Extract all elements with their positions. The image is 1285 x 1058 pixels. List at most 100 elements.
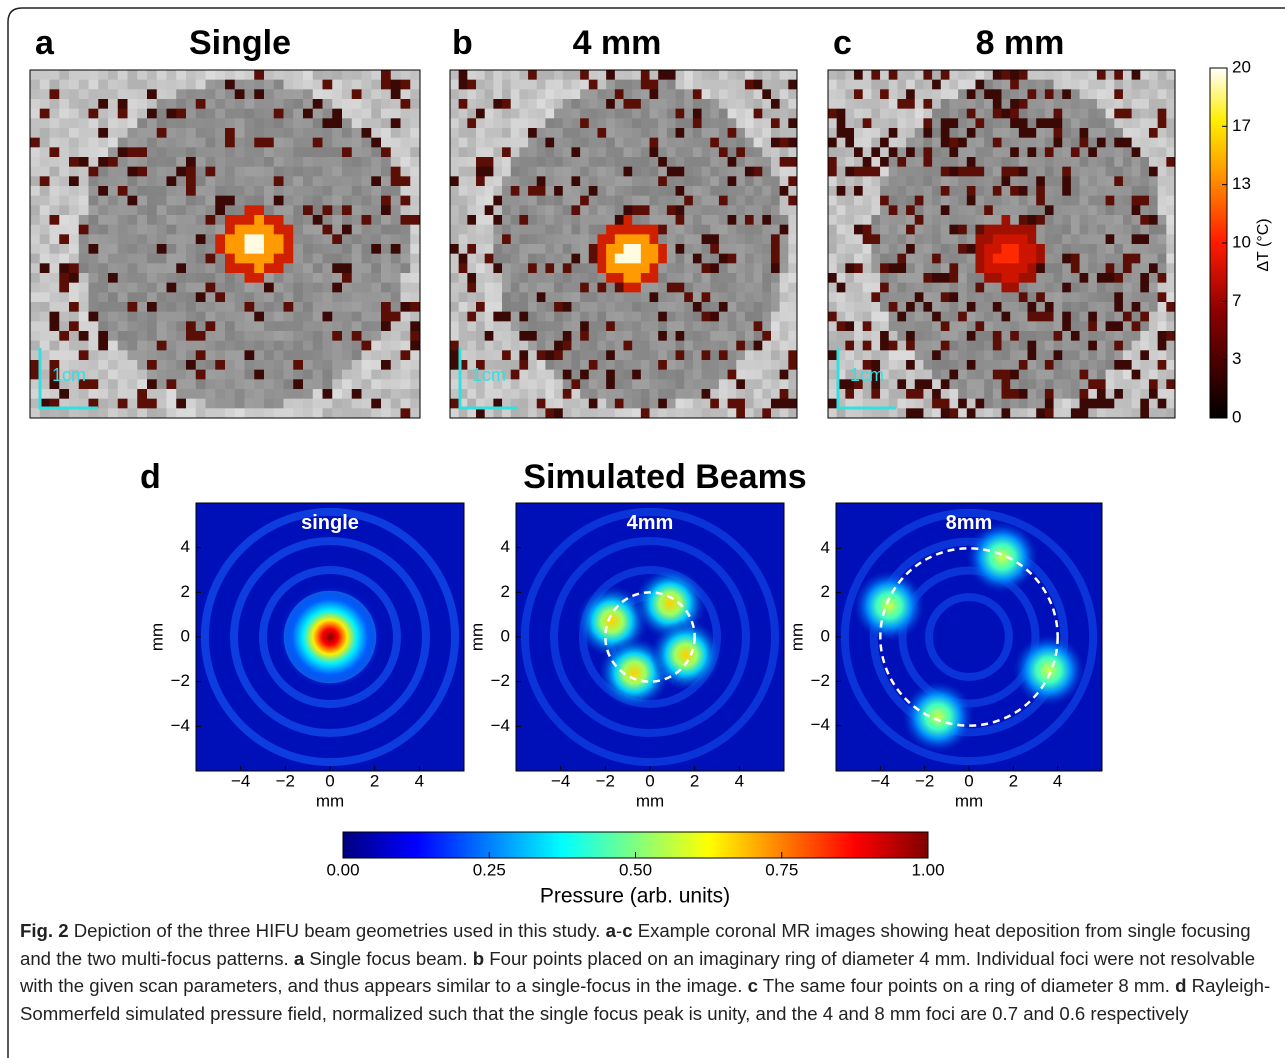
pixel bbox=[880, 389, 889, 399]
pixel bbox=[485, 389, 494, 399]
pixel bbox=[880, 176, 889, 186]
pixel bbox=[889, 99, 898, 109]
pixel bbox=[932, 99, 941, 109]
pixel bbox=[1002, 109, 1011, 119]
pixel bbox=[1036, 138, 1045, 148]
pixel bbox=[684, 370, 693, 380]
pixel bbox=[502, 89, 511, 99]
pixel bbox=[632, 302, 641, 312]
pixel bbox=[845, 186, 854, 196]
pixel bbox=[528, 157, 537, 167]
pixel bbox=[871, 205, 880, 215]
pixel bbox=[1010, 215, 1019, 225]
pixel bbox=[537, 321, 546, 331]
pixel bbox=[589, 341, 598, 351]
pixel bbox=[401, 109, 411, 119]
mr-image: 1cm bbox=[450, 70, 797, 418]
pixel bbox=[719, 321, 728, 331]
pixel bbox=[1019, 408, 1028, 418]
pixel bbox=[993, 370, 1002, 380]
pixel bbox=[206, 331, 216, 341]
pixel bbox=[693, 186, 702, 196]
pixel bbox=[1106, 196, 1115, 206]
pixel bbox=[993, 225, 1002, 235]
pixel bbox=[762, 138, 771, 148]
pixel bbox=[342, 292, 352, 302]
pixel bbox=[108, 225, 118, 235]
pixel bbox=[1166, 389, 1175, 399]
pixel bbox=[941, 225, 950, 235]
pixel bbox=[545, 370, 554, 380]
pixel bbox=[949, 292, 958, 302]
pixel bbox=[571, 283, 580, 293]
pixel bbox=[1140, 292, 1149, 302]
pixel bbox=[949, 80, 958, 90]
pixel bbox=[845, 389, 854, 399]
pixel bbox=[984, 109, 993, 119]
pixel bbox=[975, 234, 984, 244]
pixel bbox=[450, 186, 459, 196]
pixel bbox=[235, 205, 245, 215]
pixel bbox=[167, 70, 177, 80]
pixel bbox=[545, 70, 554, 80]
pixel bbox=[676, 225, 685, 235]
pixel bbox=[401, 80, 411, 90]
pixel bbox=[932, 283, 941, 293]
pixel bbox=[410, 167, 420, 177]
pixel bbox=[50, 254, 60, 264]
pixel bbox=[641, 225, 650, 235]
pixel bbox=[693, 292, 702, 302]
pixel bbox=[580, 138, 589, 148]
pixel bbox=[667, 341, 676, 351]
pixel bbox=[40, 292, 50, 302]
pixel bbox=[293, 244, 303, 254]
pixel bbox=[736, 234, 745, 244]
pixel bbox=[1158, 341, 1167, 351]
pixel bbox=[736, 389, 745, 399]
pixel bbox=[342, 312, 352, 322]
pixel bbox=[485, 118, 494, 128]
pixel bbox=[79, 186, 89, 196]
pixel bbox=[658, 157, 667, 167]
pixel bbox=[676, 118, 685, 128]
pixel bbox=[137, 408, 147, 418]
pixel bbox=[1002, 215, 1011, 225]
pixel bbox=[147, 331, 157, 341]
pixel bbox=[993, 360, 1002, 370]
pixel bbox=[1158, 138, 1167, 148]
pixel bbox=[467, 408, 476, 418]
pixel bbox=[196, 205, 206, 215]
pixel bbox=[493, 234, 502, 244]
pixel bbox=[128, 302, 138, 312]
pixel bbox=[1149, 350, 1158, 360]
y-axis-label: mm bbox=[147, 623, 166, 651]
pixel bbox=[1123, 196, 1132, 206]
pixel bbox=[391, 70, 401, 80]
pixel bbox=[1036, 273, 1045, 283]
pixel bbox=[658, 109, 667, 119]
pixel bbox=[719, 263, 728, 273]
pixel bbox=[303, 80, 313, 90]
pixel bbox=[89, 128, 99, 138]
pixel bbox=[254, 196, 264, 206]
pixel bbox=[352, 70, 362, 80]
pixel bbox=[342, 215, 352, 225]
pixel bbox=[245, 234, 255, 244]
pixel bbox=[906, 389, 915, 399]
pixel bbox=[293, 225, 303, 235]
pixel bbox=[264, 360, 274, 370]
pixel bbox=[186, 399, 196, 409]
pixel bbox=[632, 109, 641, 119]
pixel bbox=[676, 370, 685, 380]
pixel bbox=[880, 302, 889, 312]
pixel bbox=[693, 331, 702, 341]
pixel bbox=[545, 80, 554, 90]
pixel bbox=[632, 283, 641, 293]
pixel bbox=[563, 292, 572, 302]
pixel bbox=[1080, 370, 1089, 380]
pixel bbox=[1123, 176, 1132, 186]
pixel bbox=[889, 321, 898, 331]
pixel bbox=[215, 370, 225, 380]
pixel bbox=[323, 205, 333, 215]
pixel bbox=[606, 283, 615, 293]
